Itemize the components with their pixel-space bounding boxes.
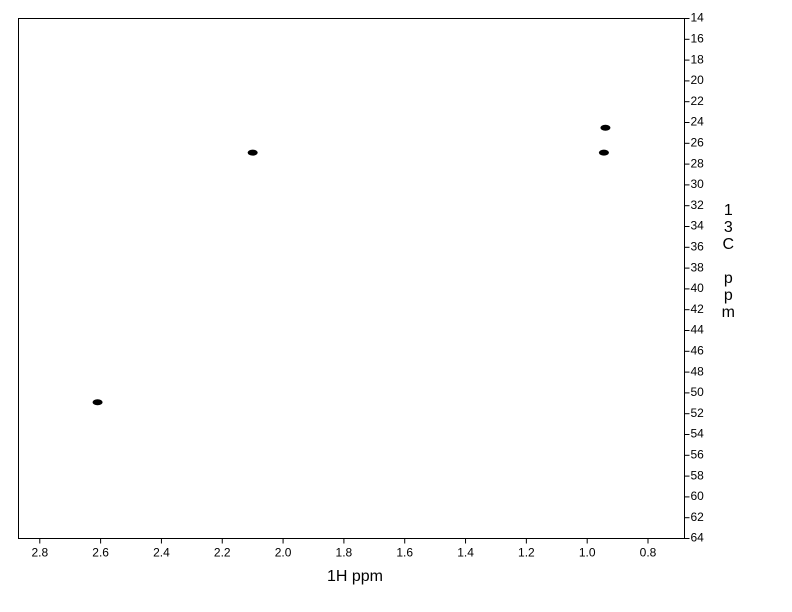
x-tick-label: 1.4 <box>457 546 474 560</box>
y-tick-label: 14 <box>691 11 705 25</box>
y-tick-label: 54 <box>691 427 705 441</box>
cross-peak <box>92 399 103 406</box>
x-tick-label: 1.8 <box>336 546 353 560</box>
y-tick-label: 44 <box>691 323 705 337</box>
cross-peak <box>247 149 258 156</box>
x-tick-label: 2.2 <box>214 546 231 560</box>
y-tick-label: 20 <box>691 73 705 87</box>
y-tick-label: 32 <box>691 198 705 212</box>
y-tick-label: 60 <box>691 489 705 503</box>
y-tick-label: 42 <box>691 302 705 316</box>
x-tick-label: 0.8 <box>640 546 657 560</box>
x-tick-label: 2.0 <box>275 546 292 560</box>
x-tick-label: 1.2 <box>518 546 535 560</box>
y-tick-label: 30 <box>691 177 705 191</box>
y-tick-label: 18 <box>691 52 705 66</box>
y-tick-label: 64 <box>691 531 705 545</box>
y-tick-label: 24 <box>691 115 705 129</box>
x-axis-title: 1H ppm <box>327 568 383 585</box>
y-tick-label: 38 <box>691 260 705 274</box>
y-tick-label: 40 <box>691 281 705 295</box>
x-tick-label: 2.6 <box>92 546 109 560</box>
x-tick-label: 1.6 <box>396 546 413 560</box>
y-tick-label: 52 <box>691 406 705 420</box>
x-tick-label: 2.8 <box>31 546 48 560</box>
y-tick-label: 36 <box>691 239 705 253</box>
y-tick-label: 62 <box>691 510 705 524</box>
x-tick-label: 2.4 <box>153 546 170 560</box>
y-tick-label: 34 <box>691 219 705 233</box>
cross-peak <box>598 149 609 156</box>
y-tick-label: 26 <box>691 135 705 149</box>
y-tick-label: 16 <box>691 31 705 45</box>
y-tick-label: 58 <box>691 468 705 482</box>
y-tick-label: 28 <box>691 156 705 170</box>
x-tick-label: 1.0 <box>579 546 596 560</box>
plot-frame <box>18 18 685 539</box>
y-tick-label: 22 <box>691 94 705 108</box>
y-tick-label: 46 <box>691 343 705 357</box>
y-axis-title: 13C ppm <box>720 202 737 321</box>
y-tick-label: 48 <box>691 364 705 378</box>
y-tick-label: 50 <box>691 385 705 399</box>
y-tick-label: 56 <box>691 447 705 461</box>
cross-peak <box>600 124 611 131</box>
